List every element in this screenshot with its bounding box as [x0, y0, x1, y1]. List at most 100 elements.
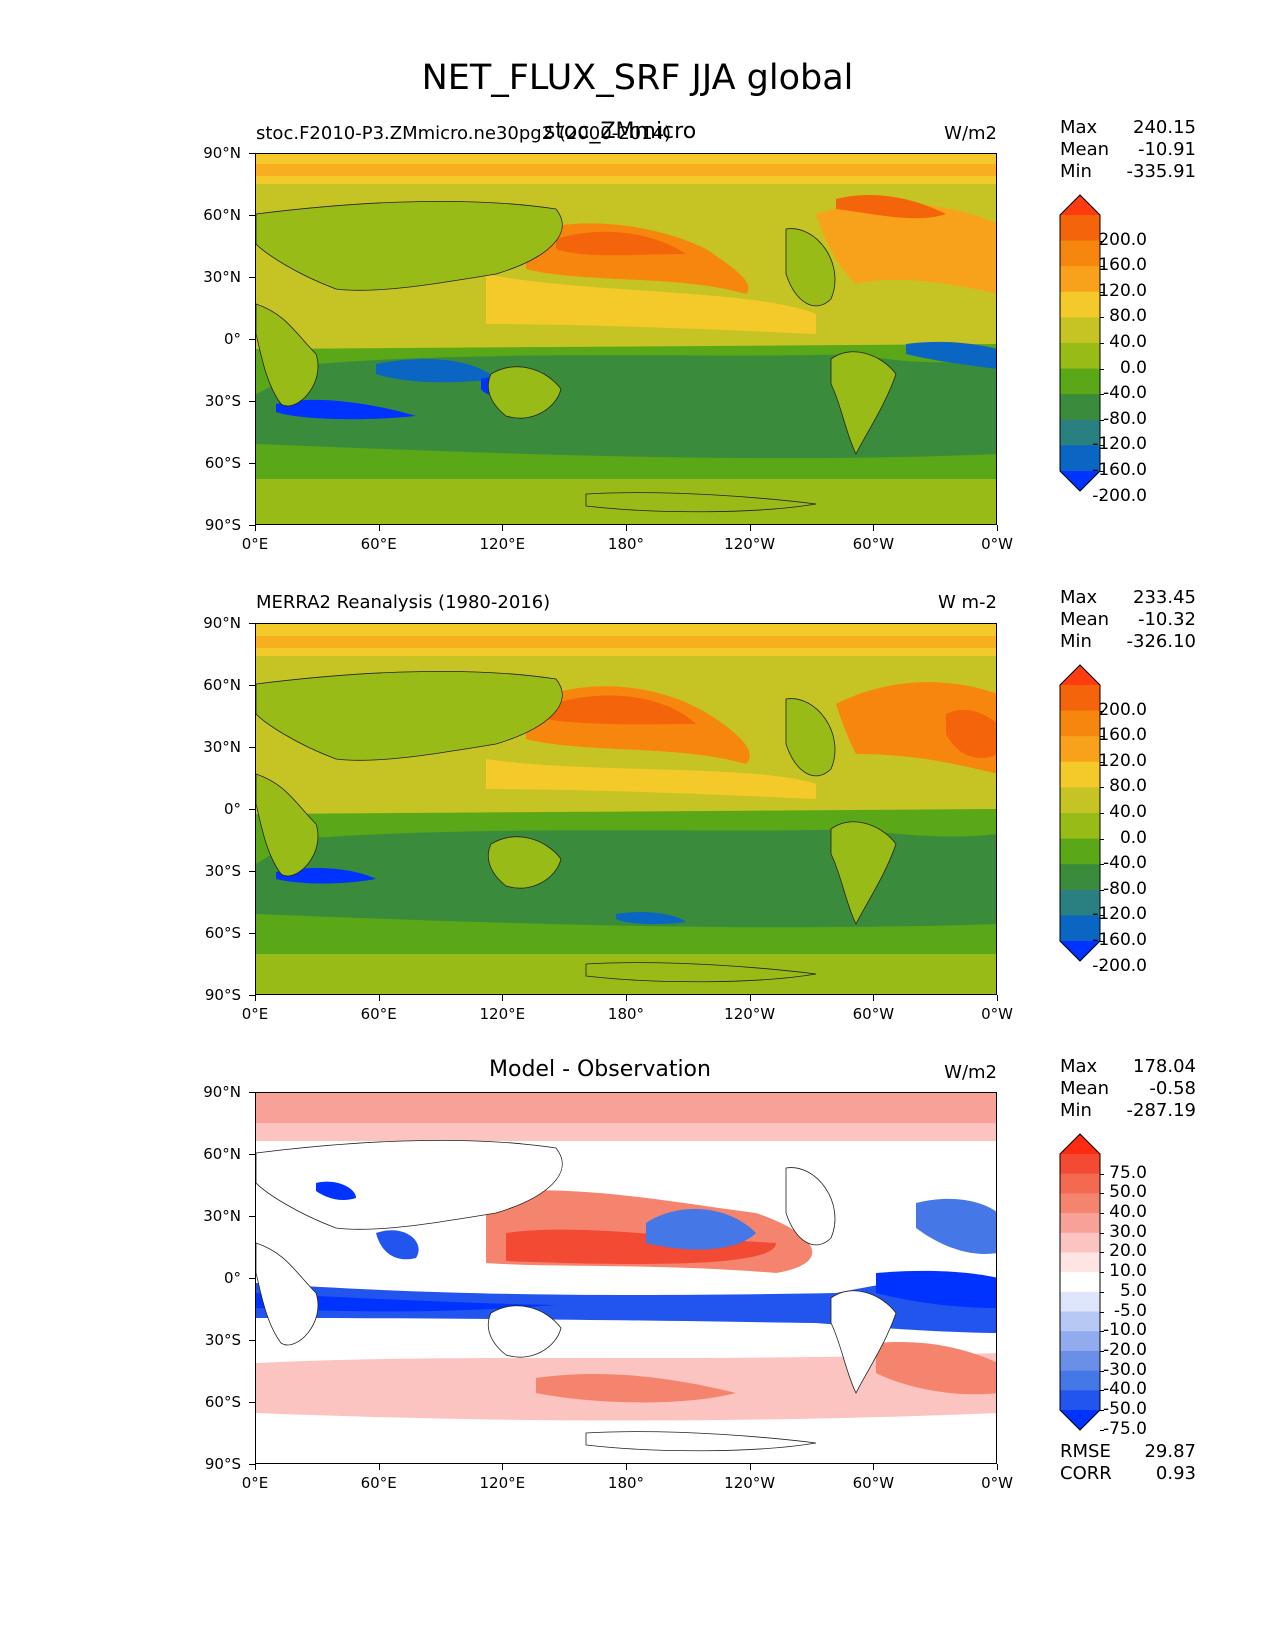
- mean-label: Mean: [1060, 1078, 1110, 1099]
- panel-difference-lat-tick: 60°N: [203, 1145, 241, 1163]
- panel-reference-colorbar-tick: [1100, 966, 1104, 968]
- panel-model-colorbar-label: 160.0: [1098, 255, 1147, 276]
- panel-model-lat-tickmark: [249, 339, 255, 340]
- panel-difference-lat-tick: 30°S: [204, 1331, 241, 1349]
- panel-difference-lat-tickmark: [249, 1216, 255, 1217]
- panel-difference-lon-tickmark: [873, 1464, 875, 1470]
- panel-model-lat-tickmark: [249, 215, 255, 216]
- panel-difference-lon-tick: 180°: [607, 1474, 645, 1492]
- panel-model-stat-min: Min -335.91: [1060, 161, 1196, 182]
- panel-model-colorbar-label: 0.0: [1119, 357, 1147, 378]
- panel-model-case-label: stoc.F2010-P3.ZMmicro.ne30pg2 (2000-2014…: [256, 123, 672, 144]
- panel-reference-lat-tick: 60°S: [204, 924, 241, 942]
- panel-model-lon-tick: 0°W: [981, 535, 1013, 553]
- panel-reference-stat-max: Max 233.45: [1060, 587, 1196, 608]
- panel-reference-lon-tickmark: [749, 995, 751, 1001]
- panel-reference-colorbar: [1059, 664, 1101, 962]
- panel-difference-colorbar-label: -10.0: [1103, 1320, 1147, 1341]
- panel-difference-lat-tick: 30°N: [203, 1207, 241, 1225]
- panel-difference-colorbar-tick: [1100, 1429, 1104, 1431]
- panel-reference-stat-mean: Mean -10.32: [1060, 609, 1196, 630]
- panel-model-stat-mean: Mean -10.91: [1060, 139, 1196, 160]
- panel-reference-colorbar-tick: [1100, 864, 1104, 866]
- panel-model-colorbar-tick: [1100, 343, 1104, 344]
- panel-model-lat-tick: 30°S: [204, 392, 241, 410]
- panel-model-lon-tick: 120°W: [724, 535, 776, 553]
- panel-reference-colorbar-tick: [1100, 915, 1104, 917]
- panel-model-lon-tickmark: [255, 525, 256, 531]
- panel-model-colorbar-tick: [1100, 368, 1104, 370]
- panel-difference-colorbar-tick: [1100, 1213, 1104, 1215]
- panel-reference-lon-tick: 180°: [607, 1005, 645, 1023]
- panel-reference-lon-tick: 120°W: [724, 1005, 776, 1023]
- panel-difference-lat-tickmark: [249, 1340, 255, 1341]
- panel-difference-lon-tickmark: [378, 1464, 380, 1470]
- panel-reference-colorbar-tick: [1100, 736, 1104, 738]
- panel-model-lon-tick: 60°W: [852, 535, 895, 553]
- panel-difference-colorbar-tick: [1100, 1252, 1104, 1254]
- panel-reference-colorbar-label: -200.0: [1092, 955, 1147, 976]
- panel-difference-lat-tickmark: [249, 1154, 255, 1155]
- panel-difference-colorbar-label: 30.0: [1109, 1221, 1147, 1242]
- rmse-label: RMSE: [1060, 1441, 1111, 1462]
- panel-reference-lon-tickmark: [997, 995, 998, 1001]
- panel-model-lat-tick: 90°S: [204, 516, 241, 534]
- panel-model-lon-tickmark: [873, 525, 875, 531]
- max-value: 240.15: [1133, 117, 1196, 138]
- max-value: 233.45: [1133, 587, 1196, 608]
- panel-reference-map-svg: [256, 624, 996, 994]
- panel-difference-lat-tick: 0°: [223, 1269, 241, 1287]
- panel-difference-stat-max: Max 178.04: [1060, 1056, 1196, 1077]
- panel-difference-stat-min: Min -287.19: [1060, 1100, 1196, 1121]
- panel-difference-lon-tickmark: [626, 1464, 627, 1470]
- panel-difference-lon-tickmark: [997, 1464, 998, 1470]
- panel-model-colorbar-label: 80.0: [1109, 306, 1147, 327]
- min-label: Min: [1060, 631, 1092, 652]
- panel-model-colorbar-label: -40.0: [1103, 383, 1147, 404]
- panel-difference-title: Model - Observation: [489, 1057, 711, 1082]
- panel-reference-colorbar-label: 160.0: [1098, 725, 1147, 746]
- min-value: -335.91: [1126, 161, 1196, 182]
- panel-reference-colorbar-label: 120.0: [1098, 750, 1147, 771]
- panel-model-lon-tickmark: [749, 525, 751, 531]
- panel-difference-lat-tick: 90°S: [204, 1455, 241, 1473]
- panel-difference-colorbar-label: 5.0: [1119, 1280, 1147, 1301]
- panel-reference-colorbar-label: 80.0: [1109, 776, 1147, 797]
- panel-model-lat-tick: 30°N: [203, 268, 241, 286]
- panel-reference-lon-tick: 0°E: [241, 1005, 269, 1023]
- panel-difference-lat-tick: 60°S: [204, 1393, 241, 1411]
- panel-difference-lon-tick: 60°W: [852, 1474, 895, 1492]
- panel-model-colorbar-label: -200.0: [1092, 485, 1147, 506]
- panel-reference-colorbar-tick: [1100, 710, 1104, 712]
- panel-difference-colorbar-label: -5.0: [1113, 1300, 1147, 1321]
- panel-model-colorbar-tick: [1100, 471, 1104, 472]
- panel-difference-colorbar-label: 20.0: [1109, 1241, 1147, 1262]
- panel-difference-colorbar-tick: [1100, 1370, 1104, 1372]
- panel-model-lat-tick: 60°N: [203, 206, 241, 224]
- panel-reference-colorbar-label: -80.0: [1103, 878, 1147, 899]
- panel-reference-lon-tick: 0°W: [981, 1005, 1013, 1023]
- panel-reference-lon-tickmark: [255, 995, 256, 1001]
- panel-reference-colorbar-label: -160.0: [1092, 930, 1147, 950]
- rmse-stat: RMSE 29.87: [1060, 1441, 1196, 1462]
- panel-model-map: [255, 153, 997, 525]
- panel-model-colorbar: [1059, 194, 1101, 492]
- panel-difference-colorbar-label: -30.0: [1103, 1359, 1147, 1380]
- panel-reference-lat-tick: 30°S: [204, 862, 241, 880]
- max-label: Max: [1060, 117, 1098, 138]
- min-label: Min: [1060, 161, 1092, 182]
- panel-reference-colorbar-label: 40.0: [1109, 802, 1147, 822]
- panel-model-lat-tick: 0°: [223, 330, 241, 348]
- panel-difference-colorbar-tick: [1100, 1291, 1104, 1293]
- panel-model-colorbar-label: -80.0: [1103, 408, 1147, 429]
- figure-title: NET_FLUX_SRF JJA global: [421, 58, 854, 98]
- panel-reference-colorbar-label: 200.0: [1098, 699, 1147, 720]
- max-label: Max: [1060, 587, 1098, 608]
- panel-model-lat-tickmark: [249, 525, 255, 526]
- panel-model-lon-tick: 120°E: [479, 535, 526, 553]
- panel-difference-colorbar-label: 75.0: [1109, 1162, 1147, 1183]
- panel-difference-lon-tick: 0°E: [241, 1474, 269, 1492]
- panel-model-colorbar-tick: [1100, 419, 1104, 421]
- panel-model-colorbar-tick: [1100, 240, 1104, 242]
- panel-model-lon-tick: 180°: [607, 535, 645, 553]
